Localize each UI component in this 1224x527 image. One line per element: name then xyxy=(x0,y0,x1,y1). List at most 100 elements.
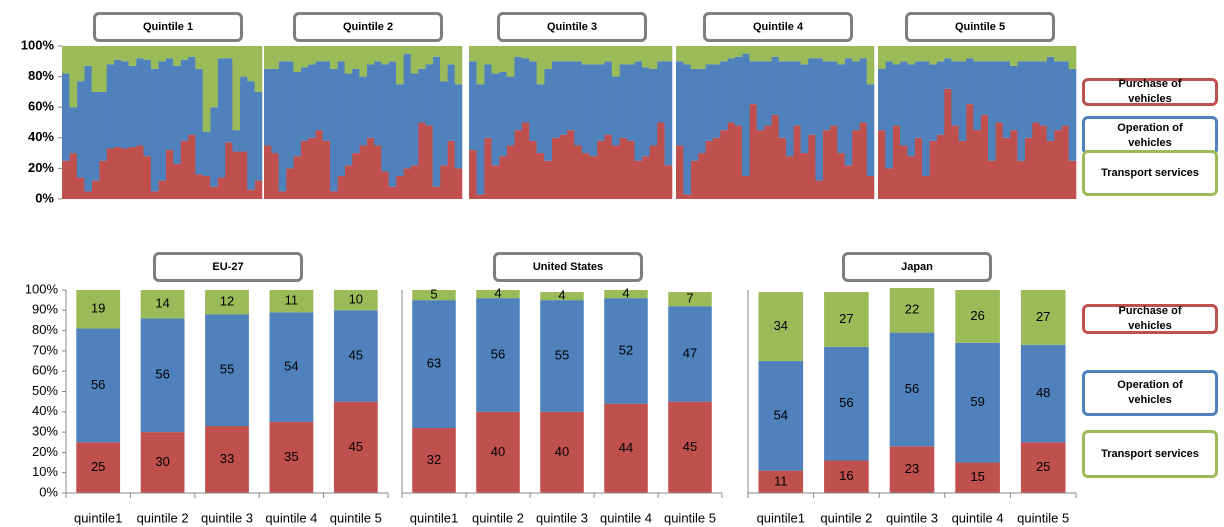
bar-segment xyxy=(778,137,787,199)
bar-segment xyxy=(454,168,463,199)
bar-segment xyxy=(712,137,721,199)
bar-segment xyxy=(1039,125,1047,199)
data-label: 56 xyxy=(839,395,853,410)
bar-segment xyxy=(626,64,635,141)
bar-segment xyxy=(914,46,923,62)
bar-segment xyxy=(758,292,804,362)
bar-segment xyxy=(286,168,294,199)
bar-segment xyxy=(815,46,823,59)
data-label: 4 xyxy=(622,285,629,300)
bar-segment xyxy=(491,46,500,74)
bar-segment xyxy=(232,130,241,152)
bar-segment xyxy=(150,68,159,192)
data-label: 34 xyxy=(774,318,788,333)
bar-segment xyxy=(187,46,196,57)
bar-segment xyxy=(885,46,893,62)
bar-segment xyxy=(980,114,989,199)
y-tick-label: 30% xyxy=(32,424,58,439)
bar-segment xyxy=(412,428,456,493)
bar-segment xyxy=(885,61,893,169)
bar-segment xyxy=(91,180,100,199)
bar-segment xyxy=(271,46,279,69)
bar-segment xyxy=(76,290,121,329)
bar-segment xyxy=(1032,46,1040,62)
bar-segment xyxy=(907,64,915,157)
bar-segment xyxy=(619,64,628,138)
bar-segment xyxy=(995,61,1003,123)
bar-segment xyxy=(611,145,620,199)
bar-segment xyxy=(158,46,167,62)
bar-segment xyxy=(771,46,779,57)
bar-segment xyxy=(676,61,684,146)
bar-segment xyxy=(690,160,699,199)
y-tick-label: 60% xyxy=(28,99,54,114)
bar-segment xyxy=(641,46,650,68)
bar-segment xyxy=(815,180,823,199)
bar-segment xyxy=(892,46,901,65)
data-label: 16 xyxy=(839,468,853,483)
bar-segment xyxy=(205,426,249,493)
data-label: 10 xyxy=(349,292,363,307)
legend-entry: Operation of vehicles xyxy=(1082,370,1218,416)
data-label: 19 xyxy=(91,301,105,316)
bar-segment xyxy=(476,290,520,299)
bar-segment xyxy=(944,58,952,89)
bar-segment xyxy=(889,446,935,493)
y-tick-label: 100% xyxy=(21,37,55,52)
bar-segment xyxy=(121,61,129,149)
bar-segment xyxy=(286,61,294,169)
bar-segment xyxy=(300,46,309,68)
bar-segment xyxy=(649,46,658,69)
bar-segment xyxy=(936,134,945,199)
x-tick-label: quintile 4 xyxy=(265,510,317,525)
bar-segment xyxy=(756,61,765,131)
bar-segment xyxy=(410,165,419,199)
bar-segment xyxy=(973,130,981,199)
bar-segment xyxy=(837,46,845,65)
bar-segment xyxy=(143,59,152,157)
bar-segment xyxy=(852,61,860,131)
data-label: 40 xyxy=(555,444,569,459)
bar-segment xyxy=(955,462,1000,493)
bar-segment xyxy=(106,64,115,149)
data-label: 7 xyxy=(686,291,693,306)
bar-segment xyxy=(951,61,959,126)
bar-segment xyxy=(771,114,779,199)
bar-segment xyxy=(611,46,620,77)
bar-segment xyxy=(187,134,196,199)
bar-segment xyxy=(217,58,226,178)
bar-segment xyxy=(308,137,316,199)
bar-segment xyxy=(720,130,728,199)
data-label: 56 xyxy=(155,367,169,382)
bar-segment xyxy=(165,58,174,151)
bar-segment xyxy=(269,312,314,422)
bar-segment xyxy=(1024,46,1033,62)
bar-segment xyxy=(958,61,967,141)
data-label: 54 xyxy=(284,359,298,374)
bar-segment xyxy=(180,59,189,141)
bar-segment xyxy=(344,165,353,199)
bar-segment xyxy=(396,176,404,199)
bar-segment xyxy=(239,46,248,77)
bar-segment xyxy=(634,46,643,62)
bar-segment xyxy=(352,68,360,154)
bar-segment xyxy=(113,59,122,147)
bar-segment xyxy=(764,46,772,62)
data-label: 4 xyxy=(494,285,501,300)
data-label: 35 xyxy=(284,449,298,464)
y-tick-label: 70% xyxy=(32,342,58,357)
bar-segment xyxy=(604,403,648,493)
bar-segment xyxy=(278,46,287,62)
bar-segment xyxy=(844,58,853,166)
bar-segment xyxy=(914,61,923,138)
bar-segment xyxy=(922,176,930,199)
bar-segment xyxy=(536,153,545,199)
bar-segment xyxy=(634,160,643,199)
x-tick-label: quintile 2 xyxy=(820,510,872,525)
bar-segment xyxy=(626,140,635,199)
y-tick-label: 10% xyxy=(32,464,58,479)
bar-segment xyxy=(91,46,100,92)
chart-title: EU-27 xyxy=(153,252,303,282)
bar-segment xyxy=(499,156,507,199)
